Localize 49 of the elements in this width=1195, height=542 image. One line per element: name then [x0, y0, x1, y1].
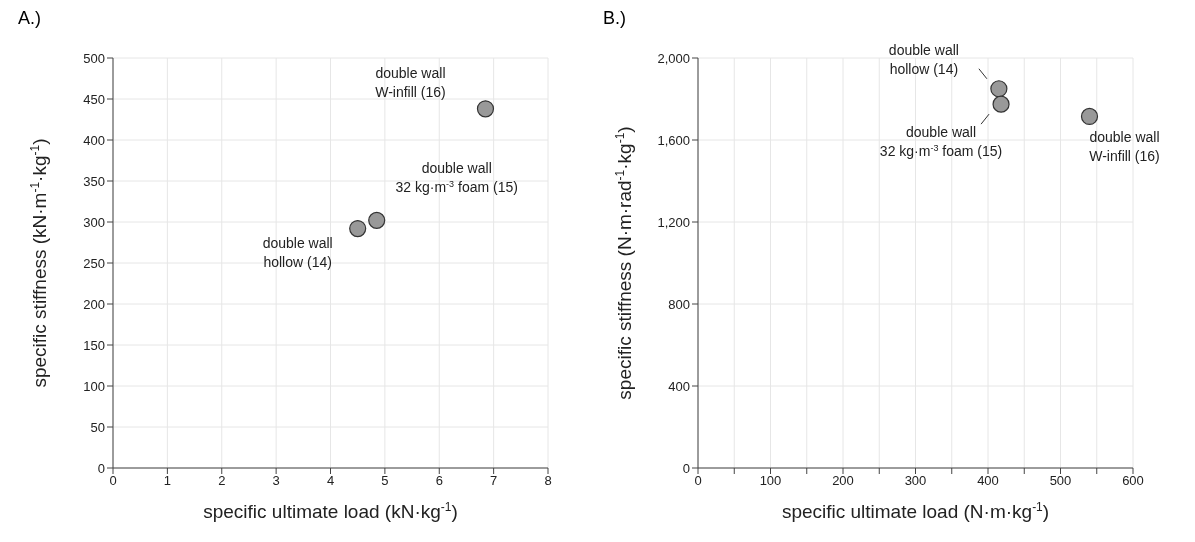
- point: [476, 100, 495, 118]
- y-tick-label: 450: [83, 91, 105, 107]
- point: [990, 80, 1008, 98]
- chart-title: A.): [17, 8, 42, 30]
- x-tick-label: 6: [435, 473, 443, 489]
- point: [368, 211, 386, 229]
- x-tick-label: 100: [759, 473, 782, 489]
- y-tick-label: 300: [83, 214, 105, 230]
- x-tick-label: 1: [163, 473, 171, 489]
- x-tick-label: 0: [109, 473, 117, 489]
- y-tick-label: 200: [83, 296, 105, 312]
- y-tick-label: 2,000: [657, 50, 690, 66]
- x-tick-label: 300: [904, 473, 927, 489]
- y-tick-label: 800: [668, 296, 690, 312]
- annotation: double wall 32 kg·m$^{-3}$ foam (15): [395, 160, 518, 196]
- y-tick-label: 50: [90, 419, 105, 435]
- annotation: double wall hollow (14): [888, 41, 959, 77]
- y-tick-label: 350: [83, 173, 105, 189]
- annotation: double wall hollow (14): [262, 234, 333, 270]
- x-tick-label: 2: [218, 473, 226, 489]
- annotation: double wall W-infill (16): [1089, 129, 1160, 165]
- x-tick-label: 200: [832, 473, 854, 489]
- chart-title: B.): [602, 8, 627, 30]
- y-tick-label: 150: [83, 337, 105, 353]
- x-tick-label: 7: [490, 473, 498, 489]
- x-tick-label: 8: [544, 473, 552, 489]
- y-tick-label: 0: [682, 460, 690, 476]
- y-tick-label: 100: [83, 378, 105, 394]
- x-tick-label: 600: [1122, 473, 1144, 489]
- point: [992, 95, 1010, 113]
- y-tick-label: 400: [83, 132, 105, 148]
- y-tick-label: 500: [83, 50, 105, 66]
- y-tick-label: 1,600: [657, 132, 690, 148]
- annotation: double wall 32 kg·m$^{-3}$ foam (15): [879, 124, 1003, 160]
- y-tick-label: 250: [83, 255, 105, 271]
- y-tick-label: 1,200: [657, 214, 690, 230]
- x-tick-label: 400: [977, 473, 999, 489]
- point: [1080, 107, 1099, 126]
- x-tick-label: 4: [326, 473, 335, 489]
- point: [349, 219, 367, 238]
- y-tick-label: 0: [97, 460, 105, 476]
- x-axis-title: specific ultimate load (N·m·kg$^{-1}$): [781, 500, 1050, 522]
- x-axis-title: specific ultimate load (kN·kg$^{-1}$): [203, 500, 458, 522]
- x-tick-label: 0: [694, 473, 702, 489]
- x-tick-label: 500: [1049, 473, 1072, 489]
- annotation: double wall W-infill (16): [375, 64, 446, 100]
- x-tick-label: 3: [272, 473, 280, 489]
- x-tick-label: 5: [381, 473, 389, 489]
- y-tick-label: 400: [668, 378, 690, 394]
